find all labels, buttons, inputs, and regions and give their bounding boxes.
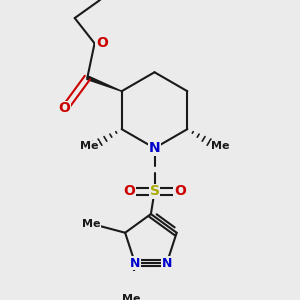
Polygon shape [87, 76, 122, 91]
Text: Me: Me [82, 219, 100, 229]
Text: O: O [58, 101, 70, 116]
Text: N: N [130, 256, 140, 269]
Text: Me: Me [211, 141, 229, 151]
Text: O: O [123, 184, 135, 199]
Text: Me: Me [122, 294, 141, 300]
Text: N: N [162, 256, 172, 269]
Text: Me: Me [80, 141, 98, 151]
Text: S: S [149, 184, 160, 199]
Text: O: O [174, 184, 186, 199]
Text: O: O [96, 36, 108, 50]
Text: N: N [149, 141, 160, 155]
